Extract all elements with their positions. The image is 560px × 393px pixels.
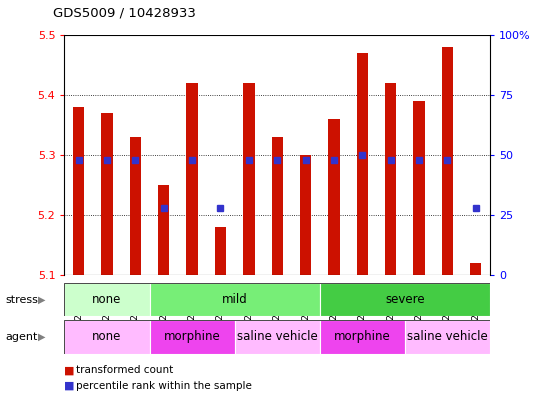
- Bar: [73, 107, 84, 275]
- Text: stress: stress: [6, 295, 39, 305]
- Text: none: none: [92, 331, 122, 343]
- Bar: [158, 185, 169, 275]
- Bar: [186, 83, 198, 275]
- Text: ■: ■: [64, 365, 75, 375]
- Text: none: none: [92, 293, 122, 306]
- Bar: [470, 263, 482, 275]
- Bar: [328, 119, 339, 275]
- Bar: [243, 83, 254, 275]
- Text: saline vehicle: saline vehicle: [237, 331, 318, 343]
- Bar: [64, 320, 150, 354]
- Bar: [130, 137, 141, 275]
- Bar: [64, 283, 150, 316]
- Bar: [413, 101, 424, 275]
- Text: mild: mild: [222, 293, 248, 306]
- Text: morphine: morphine: [334, 331, 391, 343]
- Bar: [101, 113, 113, 275]
- Bar: [385, 83, 396, 275]
- Bar: [442, 47, 453, 275]
- Text: ■: ■: [64, 381, 75, 391]
- Bar: [215, 227, 226, 275]
- Bar: [405, 320, 490, 354]
- Text: severe: severe: [385, 293, 424, 306]
- Text: GDS5009 / 10428933: GDS5009 / 10428933: [53, 7, 196, 20]
- Text: agent: agent: [6, 332, 38, 342]
- Text: ▶: ▶: [38, 295, 46, 305]
- Bar: [150, 283, 320, 316]
- Bar: [300, 155, 311, 275]
- Bar: [357, 53, 368, 275]
- Bar: [150, 320, 235, 354]
- Bar: [272, 137, 283, 275]
- Text: transformed count: transformed count: [76, 365, 173, 375]
- Text: percentile rank within the sample: percentile rank within the sample: [76, 381, 251, 391]
- Text: morphine: morphine: [164, 331, 221, 343]
- Bar: [320, 283, 490, 316]
- Bar: [235, 320, 320, 354]
- Bar: [320, 320, 405, 354]
- Text: saline vehicle: saline vehicle: [407, 331, 488, 343]
- Text: ▶: ▶: [38, 332, 46, 342]
